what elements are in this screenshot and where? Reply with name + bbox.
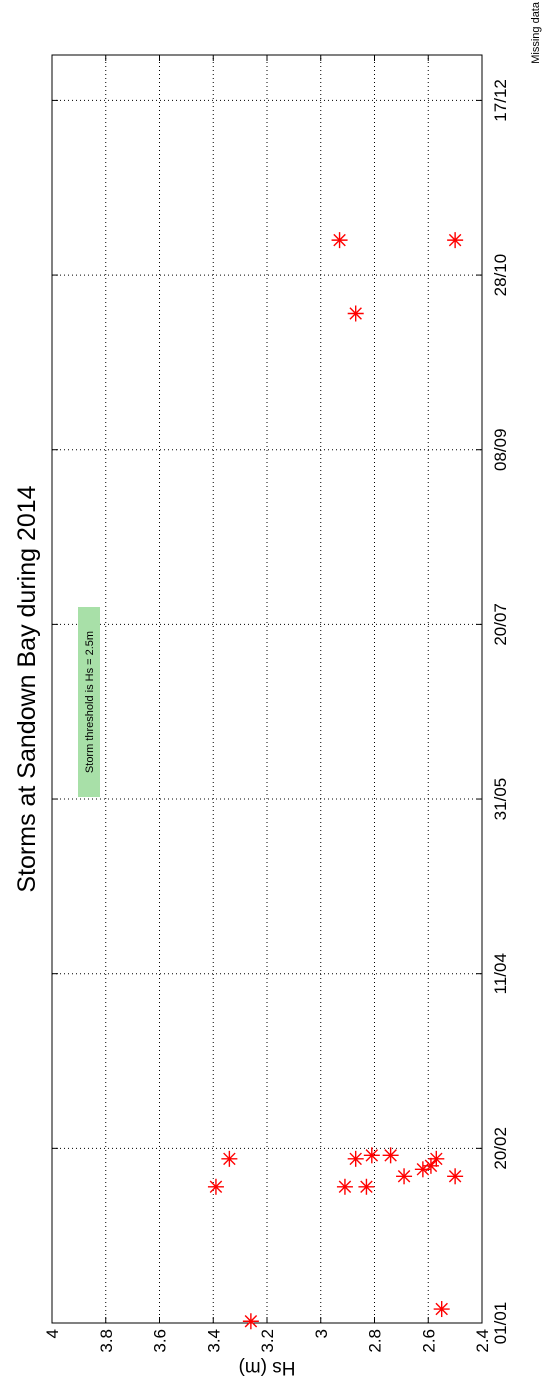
- data-point: [336, 1178, 353, 1195]
- data-points: [207, 232, 464, 1330]
- data-point-stroke: [338, 1180, 352, 1194]
- threshold-annotation: Storm threshold is Hs = 2.5m: [78, 607, 100, 797]
- rotated-plot: 01/01 20/02 11/04 31/05 20/07 08/09 28/10 17/12…: [13, 1, 542, 1378]
- missing-data-label: Missing data: [530, 1, 542, 64]
- y-tick-label: 4: [43, 1329, 62, 1338]
- data-point: [382, 1147, 399, 1164]
- data-point: [242, 1313, 259, 1330]
- data-point-stroke: [384, 1149, 397, 1162]
- x-tick-label: 11/04: [491, 953, 510, 994]
- chart-title: Storms at Sandown Bay during 2014: [13, 485, 41, 892]
- grid-lines: [52, 55, 482, 1323]
- data-point: [221, 1150, 238, 1167]
- data-point-stroke: [448, 1170, 462, 1183]
- tick-marks: [51, 55, 483, 1324]
- data-point-stroke: [349, 307, 362, 320]
- data-point-stroke: [435, 1302, 448, 1316]
- data-point: [347, 1150, 364, 1167]
- y-tick-labels: 2.4 2.6 2.8 3 3.2 3.4 3.6 3.8 4: [43, 1329, 492, 1353]
- x-tick-label: 20/02: [491, 1127, 510, 1170]
- data-point: [347, 305, 364, 322]
- y-tick-label: 2.6: [419, 1329, 438, 1353]
- data-point: [428, 1150, 445, 1167]
- threshold-annotation-text: Storm threshold is Hs = 2.5m: [84, 631, 96, 773]
- data-point-stroke: [244, 1314, 258, 1328]
- x-tick-labels: 01/01 20/02 11/04 31/05 20/07 08/09 28/10 17/12: [491, 79, 510, 1344]
- data-point-stroke: [209, 1180, 223, 1194]
- x-tick-label: 31/05: [491, 778, 510, 821]
- threshold-annotation-box: [78, 607, 100, 797]
- data-point: [447, 1168, 464, 1185]
- y-axis-label: Hs (m): [239, 1357, 296, 1378]
- y-tick-label: 3.4: [204, 1329, 223, 1353]
- data-point: [358, 1178, 375, 1195]
- data-point-stroke: [416, 1163, 430, 1176]
- y-tick-label: 3.2: [258, 1329, 277, 1353]
- data-point: [207, 1178, 224, 1195]
- data-point: [433, 1301, 450, 1318]
- y-tick-label: 2.8: [366, 1329, 385, 1353]
- y-tick-label: 3: [312, 1329, 331, 1338]
- x-tick-label: 08/09: [491, 428, 510, 471]
- data-point-stroke: [333, 233, 346, 247]
- data-point-stroke: [448, 233, 462, 247]
- y-tick-label: 2.4: [473, 1329, 492, 1353]
- data-point-stroke: [223, 1152, 236, 1166]
- y-tick-label: 3.8: [97, 1329, 116, 1353]
- x-tick-label: 20/07: [491, 603, 510, 646]
- x-tick-label: 17/12: [491, 79, 510, 122]
- data-point-stroke: [360, 1180, 373, 1194]
- data-point-stroke: [349, 1152, 362, 1166]
- data-point: [396, 1168, 413, 1185]
- plot-frame: [51, 54, 483, 1324]
- y-tick-label: 3.6: [151, 1329, 170, 1353]
- data-point: [363, 1147, 380, 1164]
- x-tick-label: 28/10: [491, 254, 510, 297]
- data-point: [447, 232, 464, 249]
- data-point-stroke: [424, 1159, 438, 1173]
- data-point-stroke: [430, 1152, 443, 1166]
- data-point-stroke: [365, 1149, 379, 1162]
- data-point: [331, 232, 348, 249]
- data-point-stroke: [397, 1170, 411, 1183]
- x-tick-label: 01/01: [491, 1302, 510, 1345]
